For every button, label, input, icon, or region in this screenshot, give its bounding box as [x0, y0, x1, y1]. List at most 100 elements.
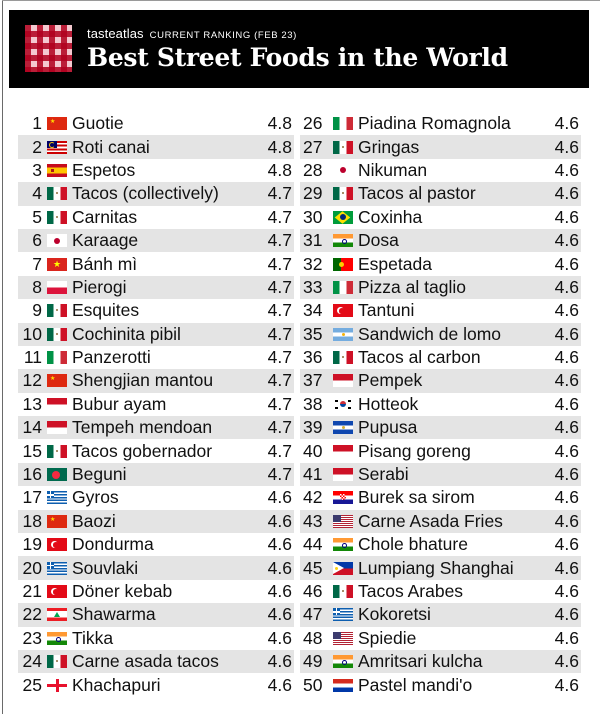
rating-score: 4.6 — [554, 183, 579, 204]
page-title: Best Street Foods in the World — [87, 43, 508, 72]
gingham-logo-icon — [25, 25, 72, 72]
flag-paraguay-icon — [333, 678, 353, 692]
ranking-row: 44 Chole bhature 4.6 — [300, 533, 581, 556]
ranking-column-left: 1 ★ Guotie 4.8 2 Roti canai 4.8 3 Espetos 4.8 4 Tac… — [18, 112, 294, 697]
rating-score: 4.6 — [554, 393, 579, 414]
rank-number: 11 — [23, 347, 42, 368]
rank-number: 29 — [303, 183, 323, 204]
rating-score: 4.6 — [267, 581, 292, 601]
rank-number: 32 — [303, 253, 323, 274]
flag-mexico-icon — [47, 187, 67, 201]
flag-mexico-icon — [47, 304, 67, 318]
flag-philippines-icon — [333, 561, 353, 575]
dish-name: Piadina Romagnola — [358, 113, 511, 134]
flag-china-icon: ★ — [47, 117, 67, 131]
dish-name: Dosa — [358, 230, 399, 251]
rank-number: 42 — [303, 487, 323, 508]
dish-name: Khachapuri — [72, 674, 161, 695]
dish-name: Sandwich de lomo — [358, 323, 501, 344]
rank-number: 12 — [22, 370, 42, 391]
rank-number: 16 — [22, 464, 42, 485]
ranking-row: 4 Tacos (collectively) 4.7 — [18, 182, 294, 206]
flag-greece-icon — [47, 561, 67, 575]
rating-score: 4.6 — [554, 487, 579, 508]
dish-name: Kokoretsi — [358, 604, 431, 625]
rank-number: 2 — [32, 136, 42, 157]
dish-name: Souvlaki — [72, 557, 139, 578]
flag-mexico-icon — [333, 140, 353, 154]
flag-greece-icon — [47, 491, 67, 505]
dish-name: Coxinha — [358, 206, 423, 227]
ranking-row: 42 Burek sa sirom 4.6 — [300, 486, 581, 509]
rating-score: 4.6 — [554, 276, 579, 297]
flag-japan-icon — [333, 163, 353, 177]
dish-name: Carnitas — [72, 206, 138, 227]
rank-number: 48 — [303, 627, 323, 648]
flag-croatia-icon — [333, 491, 353, 505]
rank-number: 33 — [303, 276, 323, 297]
ranking-row: 12 ★ Shengjian mantou 4.7 — [18, 369, 294, 393]
rating-score: 4.6 — [554, 300, 579, 321]
dish-name: Bubur ayam — [72, 393, 167, 414]
rating-score: 4.6 — [554, 557, 579, 578]
dish-name: Carne asada tacos — [72, 651, 219, 672]
rating-score: 4.6 — [554, 370, 579, 391]
flag-bangladesh-icon — [47, 468, 67, 482]
dish-name: Karaage — [72, 230, 139, 251]
dish-name: Döner kebab — [72, 581, 173, 601]
dish-name: Nikuman — [358, 159, 428, 180]
rank-number: 4 — [32, 183, 42, 204]
rating-score: 4.6 — [554, 440, 579, 461]
rating-score: 4.6 — [554, 323, 579, 344]
rating-score: 4.7 — [267, 417, 292, 438]
ranking-row: 41 Serabi 4.6 — [300, 462, 581, 487]
rank-number: 45 — [303, 557, 323, 578]
flag-indonesia-icon — [47, 397, 67, 411]
ranking-row: 25 Khachapuri 4.6 — [18, 673, 294, 696]
ranking-row: 33 Pizza al taglio 4.6 — [300, 275, 581, 300]
rank-number: 5 — [32, 206, 42, 227]
rank-number: 9 — [32, 300, 42, 321]
rating-score: 4.8 — [267, 136, 292, 157]
dish-name: Roti canai — [72, 136, 150, 157]
rank-number: 8 — [32, 276, 42, 297]
dish-name: Tempeh mendoan — [72, 417, 213, 438]
ranking-subtitle: CURRENT RANKING (FEB 23) — [149, 30, 297, 41]
rating-score: 4.7 — [267, 300, 292, 321]
dish-name: Shawarma — [72, 604, 156, 625]
dish-name: Bánh mì — [72, 253, 138, 274]
flag-usa-icon — [333, 631, 353, 645]
ranking-row: 30 Coxinha 4.6 — [300, 206, 581, 229]
ranking-row: 31 Dosa 4.6 — [300, 228, 581, 253]
flag-spain-icon — [47, 163, 67, 177]
rank-number: 19 — [22, 534, 42, 555]
ranking-row: 39 Pupusa 4.6 — [300, 416, 581, 440]
flag-indonesia-icon — [333, 468, 353, 482]
rank-number: 31 — [303, 230, 323, 251]
ranking-row: 24 Carne asada tacos 4.6 — [18, 649, 294, 674]
ranking-row: 22 Shawarma 4.6 — [18, 603, 294, 627]
dish-name: Gyros — [72, 487, 119, 508]
rating-score: 4.7 — [267, 206, 292, 227]
rating-score: 4.8 — [267, 113, 292, 134]
rank-number: 28 — [303, 159, 323, 180]
dish-name: Cochinita pibil — [72, 323, 181, 344]
rating-score: 4.6 — [267, 510, 292, 531]
dish-name: Tacos (collectively) — [72, 183, 219, 204]
ranking-row: 28 Nikuman 4.6 — [300, 159, 581, 182]
rating-score: 4.6 — [554, 159, 579, 180]
flag-japan-icon — [47, 234, 67, 248]
flag-turkey-icon — [47, 538, 67, 552]
rank-number: 20 — [22, 557, 42, 578]
dish-name: Dondurma — [72, 534, 154, 555]
dish-name: Gringas — [358, 136, 420, 157]
rank-number: 3 — [32, 159, 42, 180]
dish-name: Burek sa sirom — [358, 487, 475, 508]
flag-india-icon — [47, 631, 67, 645]
dish-name: Lumpiang Shanghai — [358, 557, 514, 578]
flag-turkey-icon — [333, 304, 353, 318]
ranking-row: 18 ★ Baozi 4.6 — [18, 509, 294, 534]
rank-number: 30 — [303, 206, 323, 227]
rating-score: 4.6 — [267, 627, 292, 648]
ranking-row: 5 Carnitas 4.7 — [18, 206, 294, 229]
